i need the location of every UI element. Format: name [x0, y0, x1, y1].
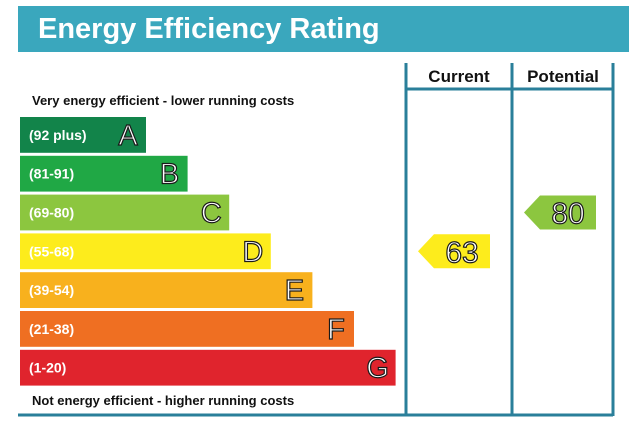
band-letter-c: C — [201, 198, 222, 230]
band-range-g: (1-20) — [29, 360, 66, 376]
band-range-e: (39-54) — [29, 282, 74, 298]
band-range-d: (55-68) — [29, 243, 74, 259]
band-range-a: (92 plus) — [29, 127, 87, 143]
chart-title: Energy Efficiency Rating — [38, 13, 380, 45]
band-letter-d: D — [242, 236, 263, 268]
current-rating-value: 63 — [445, 236, 478, 269]
potential-rating-arrow — [524, 195, 596, 230]
band-range-f: (21-38) — [29, 321, 74, 337]
potential-rating-value: 80 — [551, 198, 584, 231]
band-bar-e — [20, 272, 313, 308]
rating-bands: (92 plus) A (81-91) B (69-80) C (55-68) D (39-54… — [20, 117, 396, 386]
top-note: Very energy efficient - lower running co… — [32, 93, 294, 108]
band-bar-c — [20, 194, 230, 231]
current-rating-arrow — [418, 234, 490, 269]
band-letter-e: E — [285, 275, 304, 307]
band-range-c: (69-80) — [29, 205, 74, 221]
bottom-note: Not energy efficient - higher running co… — [32, 393, 294, 408]
band-letter-b: B — [160, 159, 179, 191]
column-header-potential: Potential — [527, 67, 599, 86]
band-letter-g: G — [366, 353, 389, 385]
band-range-b: (81-91) — [29, 166, 74, 182]
rating-arrows: 63 80 — [418, 195, 596, 270]
band-bar-d — [20, 233, 271, 270]
band-bar-f — [20, 311, 354, 347]
band-letter-f: F — [327, 314, 345, 346]
header-bar: Energy Efficiency Rating — [18, 6, 629, 52]
band-bar-b — [20, 155, 188, 192]
band-letter-a: A — [118, 120, 138, 152]
band-bar-a — [20, 117, 146, 153]
column-header-current: Current — [428, 67, 490, 86]
band-bar-g — [20, 349, 396, 386]
